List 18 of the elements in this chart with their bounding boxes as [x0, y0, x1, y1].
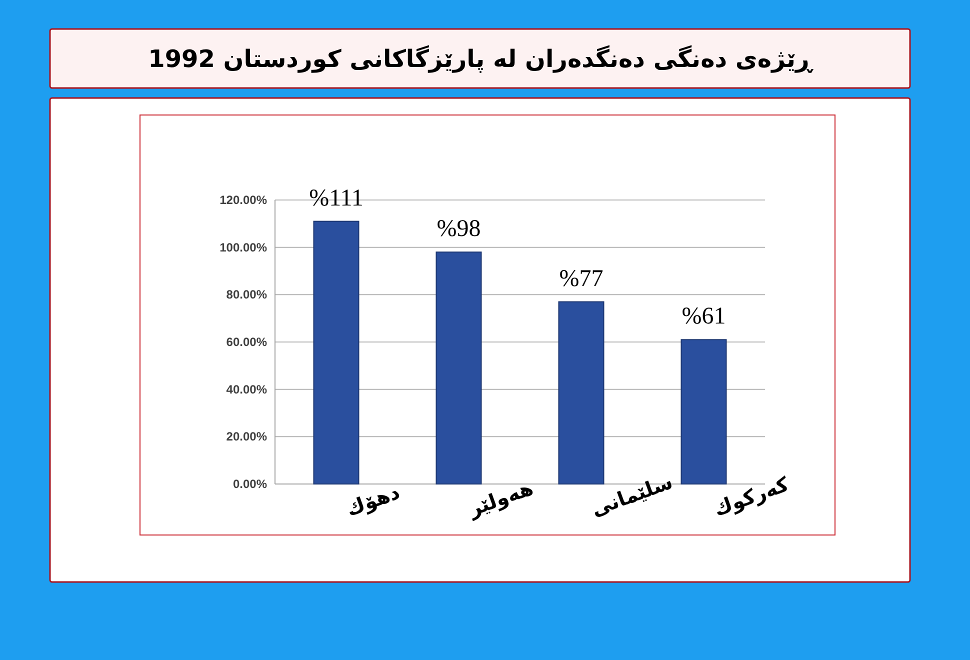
- data-label: %98: [436, 216, 481, 242]
- chart-title: ڕێژەی دەنگی دەنگدەران لە پارێزگاکانی کوردستان 1992: [148, 45, 815, 73]
- y-tick-label: 0.00%: [232, 477, 268, 491]
- y-tick-label: 100.00%: [220, 240, 268, 254]
- bar: [313, 220, 360, 484]
- y-tick-label: 120.00%: [220, 193, 268, 207]
- y-tick-label: 80.00%: [226, 288, 268, 302]
- x-tick-label: هەولێر: [464, 476, 536, 522]
- data-label: %61: [682, 304, 726, 330]
- bar: [436, 252, 482, 484]
- y-tick-label: 20.00%: [226, 430, 268, 444]
- data-label: %111: [309, 185, 364, 212]
- data-label: %77: [559, 266, 604, 292]
- y-tick-label: 40.00%: [226, 382, 268, 396]
- x-tick-label: کەرکوك: [710, 472, 792, 521]
- y-tick-label: 60.00%: [226, 335, 268, 349]
- x-tick-label: سلێمانی: [588, 469, 676, 521]
- x-tick-label: دهۆك: [342, 480, 403, 521]
